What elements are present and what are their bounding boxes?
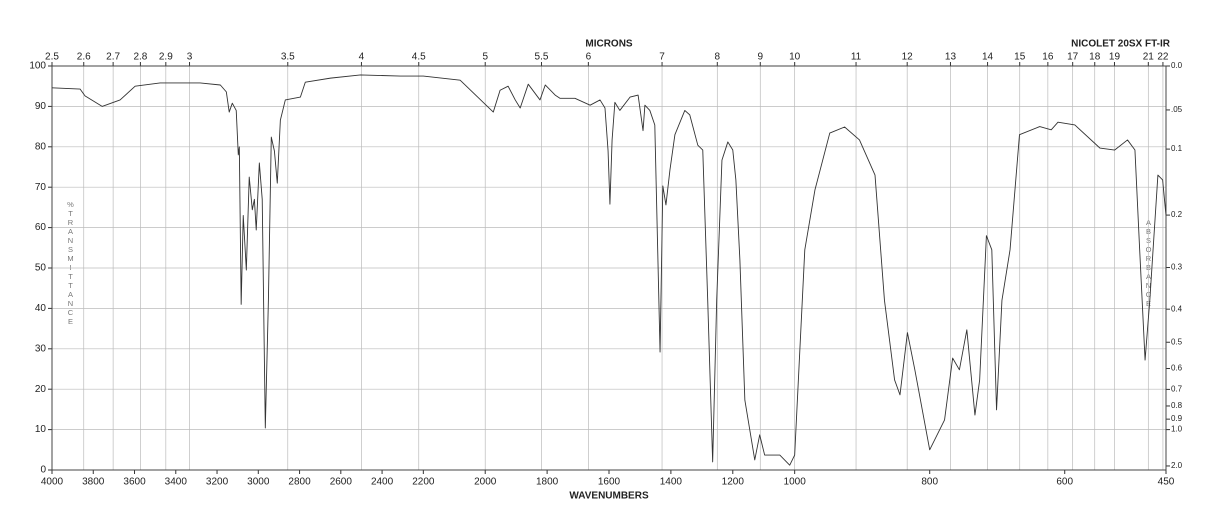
x-tick-label: 2000: [474, 477, 497, 488]
y-tick-label: 80: [35, 141, 47, 152]
x2-axis-label: MICRONS: [585, 39, 633, 50]
x-tick-label: 2400: [371, 477, 394, 488]
x2-tick-label: 17: [1067, 52, 1079, 63]
x2-tick-label: 15: [1014, 52, 1026, 63]
x2-tick-label: 2.6: [77, 52, 91, 63]
x-tick-label: 3400: [165, 477, 188, 488]
x2-tick-label: 3.5: [281, 52, 295, 63]
x-tick-label: 2800: [288, 477, 311, 488]
x-tick-label: 1600: [598, 477, 621, 488]
x-tick-label: 1200: [722, 477, 745, 488]
x-tick-label: 3800: [82, 477, 105, 488]
y2-tick-label: 0.0: [1171, 61, 1183, 70]
x-tick-label: 3000: [247, 477, 270, 488]
y-tick-label: 70: [35, 182, 47, 193]
x2-tick-label: 2.8: [133, 52, 147, 63]
y2-tick-label: 0.6: [1171, 364, 1183, 373]
y2-tick-label: 0.2: [1171, 210, 1183, 219]
x2-tick-label: 8: [715, 52, 721, 63]
y-tick-label: 40: [35, 303, 47, 314]
x-tick-label: 1800: [536, 477, 559, 488]
x2-tick-label: 13: [945, 52, 957, 63]
x-tick-label: 2600: [330, 477, 353, 488]
x2-tick-label: 2.9: [159, 52, 173, 63]
x-tick-label: 3200: [206, 477, 229, 488]
y2-tick-label: 1.0: [1171, 425, 1183, 434]
x2-tick-label: 11: [851, 52, 862, 63]
x2-tick-label: 19: [1109, 52, 1121, 63]
x2-tick-label: 2.7: [106, 52, 120, 63]
x-tick-label: 450: [1158, 477, 1175, 488]
x-tick-label: 2200: [412, 477, 435, 488]
x-tick-label: 1000: [784, 477, 807, 488]
x-tick-label: 1400: [660, 477, 683, 488]
x2-tick-label: 5: [482, 52, 488, 63]
y2-tick-label: 0.7: [1171, 385, 1183, 394]
x2-tick-label: 21: [1143, 52, 1155, 63]
y-tick-label: 100: [29, 61, 46, 72]
x2-tick-label: 9: [758, 52, 764, 63]
y2-tick-label: 2.0: [1171, 461, 1183, 470]
x2-tick-label: 4: [359, 52, 365, 63]
y2-tick-label: .05: [1171, 105, 1183, 114]
y-tick-label: 30: [35, 343, 47, 354]
x2-tick-label: 16: [1042, 52, 1054, 63]
x2-tick-label: 12: [902, 52, 914, 63]
chart-title: NICOLET 20SX FT-IR: [1071, 39, 1171, 50]
spectrum-line: [51, 74, 1167, 466]
x-axis-label: WAVENUMBERS: [569, 491, 649, 502]
x2-tick-label: 5.5: [535, 52, 549, 63]
y2-tick-label: 0.3: [1171, 263, 1183, 272]
x2-tick-label: 3: [187, 52, 193, 63]
x-tick-label: 800: [921, 477, 938, 488]
x2-tick-label: 7: [659, 52, 665, 63]
y-tick-label: 0: [40, 465, 46, 476]
y2-tick-label: 0.9: [1171, 414, 1183, 423]
plot-frame: [51, 65, 1167, 471]
x2-tick-label: 10: [789, 52, 801, 63]
x2-tick-label: 22: [1157, 52, 1169, 63]
y-tick-label: 90: [35, 101, 47, 112]
x2-tick-label: 6: [586, 52, 592, 63]
x2-tick-label: 4.5: [412, 52, 426, 63]
y-tick-label: 60: [35, 222, 47, 233]
x-tick-label: 4000: [41, 477, 64, 488]
y-axis-label: %TRANSMITTANCE: [66, 200, 75, 326]
x2-tick-label: 14: [982, 52, 994, 63]
y2-tick-label: 0.8: [1171, 401, 1183, 410]
y2-tick-label: 0.5: [1171, 337, 1183, 346]
x-tick-label: 3600: [123, 477, 146, 488]
y-tick-label: 10: [35, 424, 47, 435]
x2-tick-label: 2.5: [45, 52, 59, 63]
y-tick-label: 20: [35, 384, 47, 395]
y2-tick-label: 0.1: [1171, 144, 1183, 153]
x-tick-label: 600: [1056, 477, 1073, 488]
y-tick-label: 50: [35, 263, 47, 274]
x2-tick-label: 18: [1089, 52, 1101, 63]
y2-tick-label: 0.4: [1171, 304, 1183, 313]
